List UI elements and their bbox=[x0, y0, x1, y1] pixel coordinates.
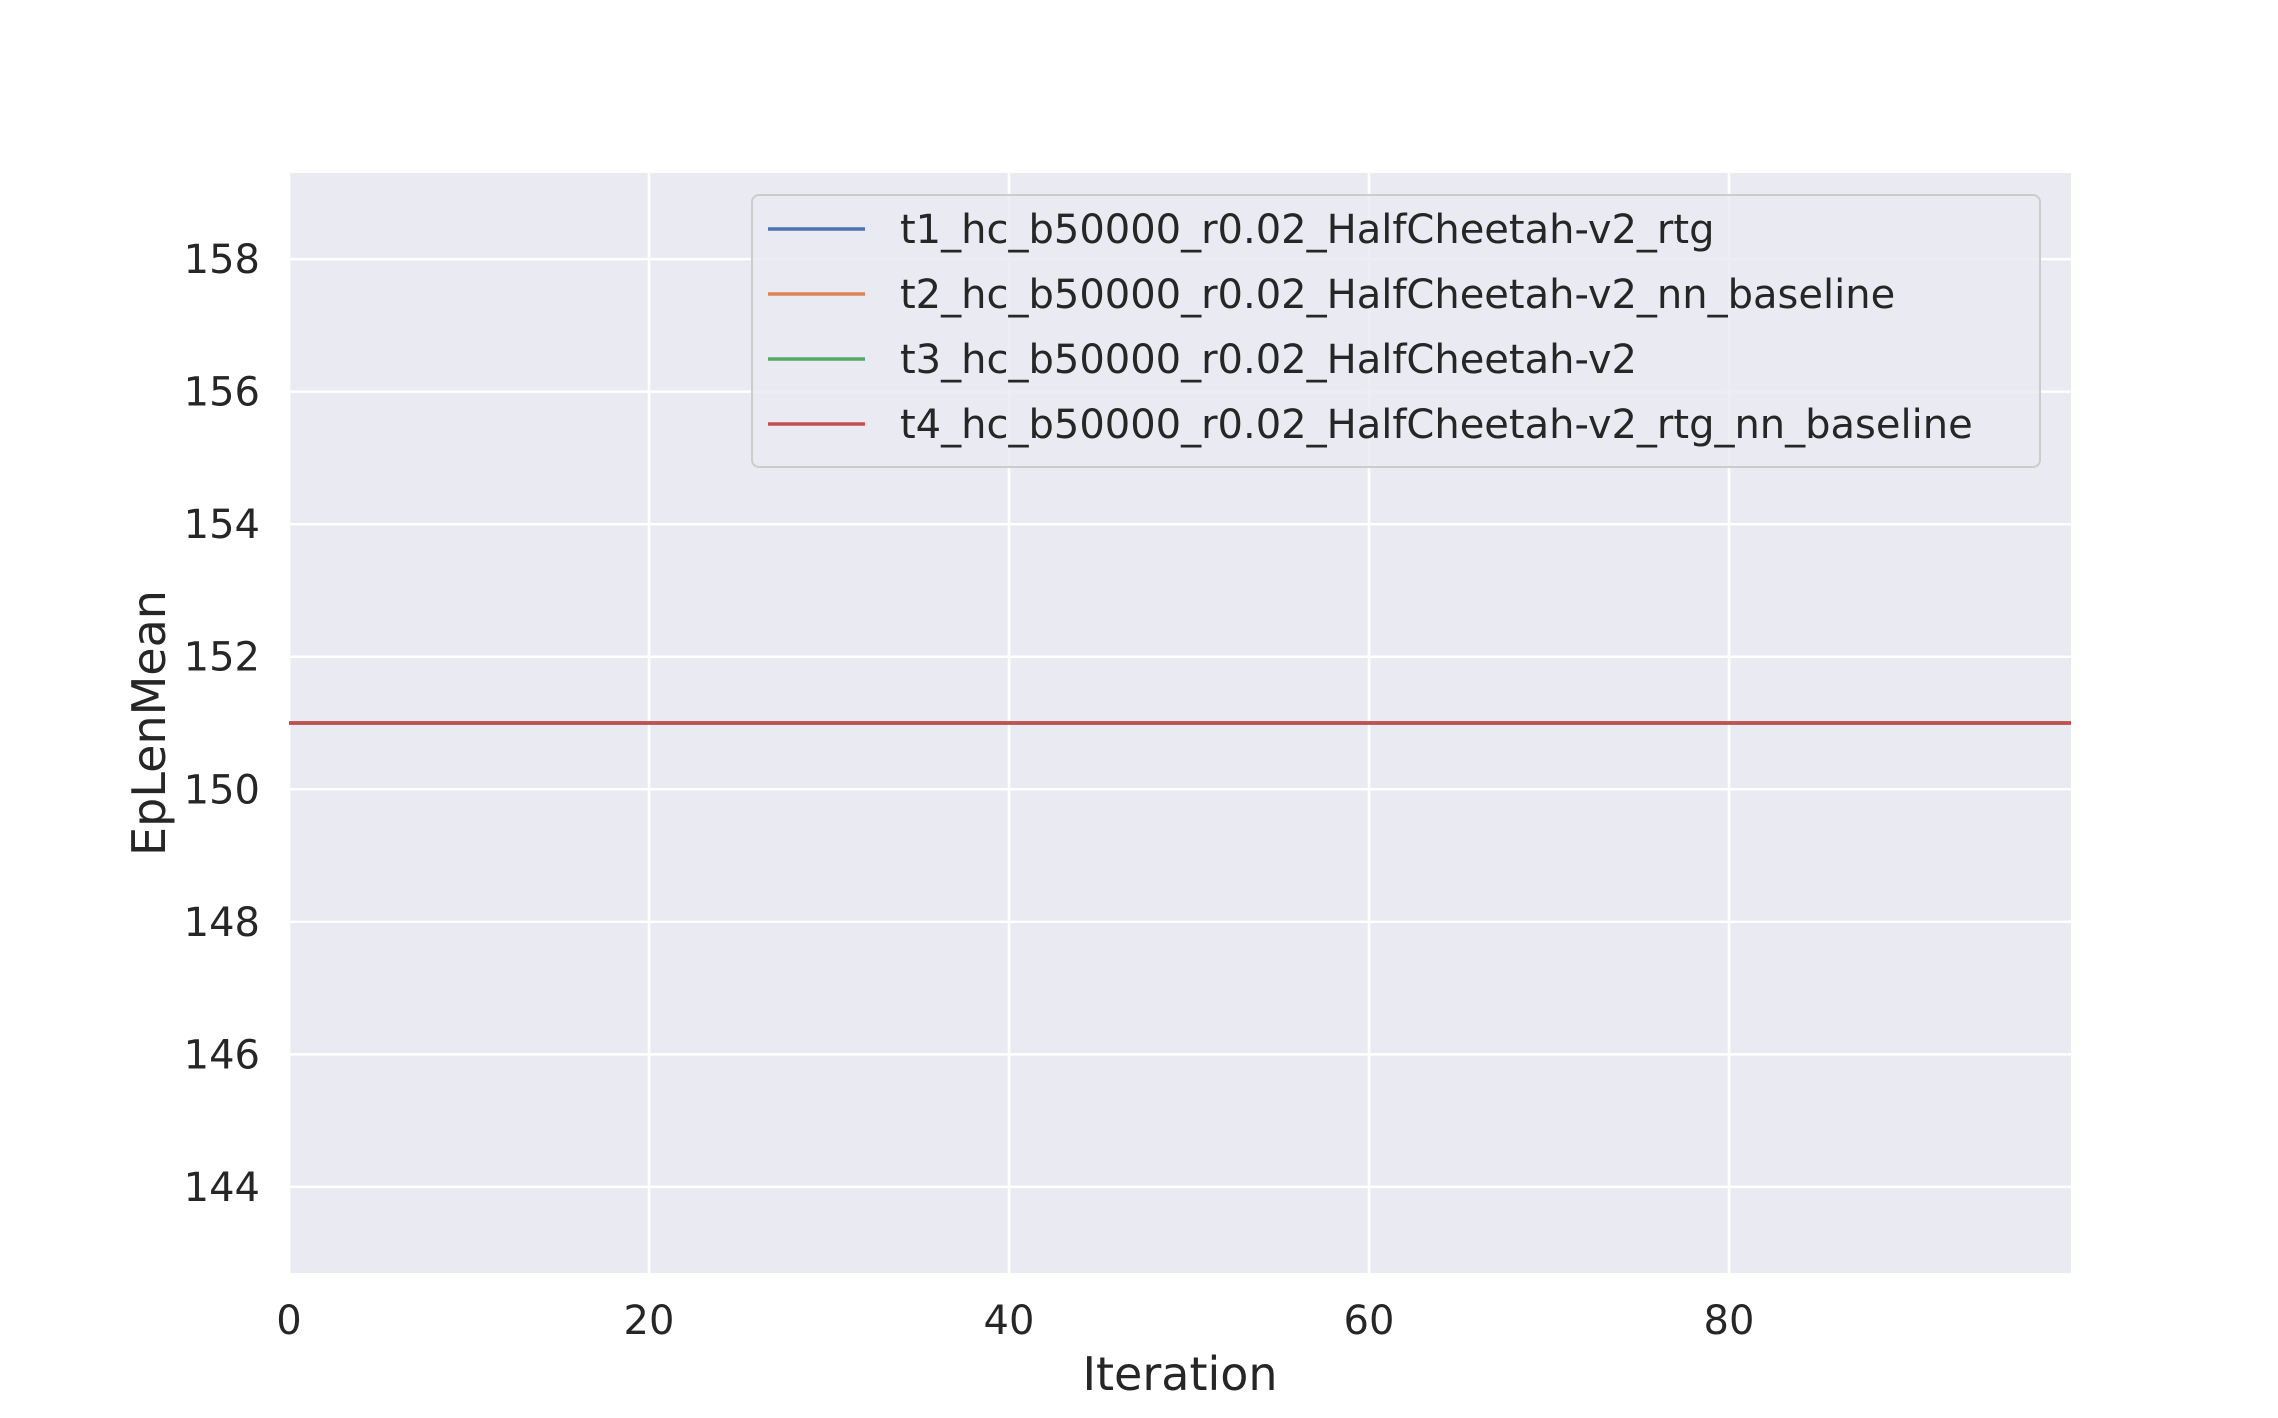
y-tick-label: 158 bbox=[184, 237, 260, 283]
y-tick-label: 156 bbox=[184, 370, 260, 416]
x-axis-ticks: 0 20 40 60 80 bbox=[276, 1298, 1754, 1344]
y-tick-label: 152 bbox=[184, 635, 260, 681]
legend-label-4: t4_hc_b50000_r0.02_HalfCheetah-v2_rtg_nn… bbox=[900, 402, 1973, 448]
x-axis-label: Iteration bbox=[1082, 1347, 1277, 1401]
legend: t1_hc_b50000_r0.02_HalfCheetah-v2_rtg t2_… bbox=[751, 194, 2041, 468]
x-tick-label: 40 bbox=[984, 1298, 1035, 1344]
x-tick-label: 0 bbox=[276, 1298, 301, 1344]
x-tick-label: 20 bbox=[624, 1298, 675, 1344]
y-tick-label: 148 bbox=[184, 900, 260, 946]
legend-label-3: t3_hc_b50000_r0.02_HalfCheetah-v2 bbox=[900, 337, 1637, 383]
legend-label-2: t2_hc_b50000_r0.02_HalfCheetah-v2_nn_bas… bbox=[900, 272, 1895, 318]
y-axis-ticks: 144 146 148 150 152 154 156 158 bbox=[184, 237, 260, 1211]
y-tick-label: 154 bbox=[184, 502, 260, 548]
legend-box bbox=[751, 194, 2041, 468]
x-tick-label: 80 bbox=[1704, 1298, 1755, 1344]
y-tick-label: 146 bbox=[184, 1032, 260, 1078]
y-axis-label: EpLenMean bbox=[122, 590, 176, 856]
legend-label-1: t1_hc_b50000_r0.02_HalfCheetah-v2_rtg bbox=[900, 207, 1714, 253]
x-tick-label: 60 bbox=[1344, 1298, 1395, 1344]
y-tick-label: 150 bbox=[184, 767, 260, 813]
y-tick-label: 144 bbox=[184, 1165, 260, 1211]
